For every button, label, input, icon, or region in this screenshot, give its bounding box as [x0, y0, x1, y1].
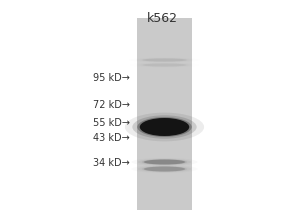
Text: k562: k562	[146, 12, 178, 25]
Ellipse shape	[142, 166, 187, 172]
Text: 72 kD→: 72 kD→	[93, 100, 130, 110]
Ellipse shape	[138, 159, 191, 165]
Ellipse shape	[142, 63, 187, 67]
Ellipse shape	[144, 159, 185, 164]
Ellipse shape	[138, 166, 191, 172]
Ellipse shape	[140, 58, 189, 62]
Text: 34 kD→: 34 kD→	[93, 158, 130, 168]
Ellipse shape	[125, 113, 204, 141]
Ellipse shape	[142, 58, 187, 62]
Text: 95 kD→: 95 kD→	[93, 73, 130, 83]
Ellipse shape	[144, 166, 185, 172]
Text: 43 kD→: 43 kD→	[93, 133, 130, 143]
Ellipse shape	[140, 118, 189, 136]
Bar	[137, 18, 192, 210]
Text: 55 kD→: 55 kD→	[93, 118, 130, 128]
Bar	[137, 18, 192, 210]
Ellipse shape	[132, 115, 197, 139]
Ellipse shape	[142, 159, 187, 165]
Ellipse shape	[137, 117, 192, 137]
